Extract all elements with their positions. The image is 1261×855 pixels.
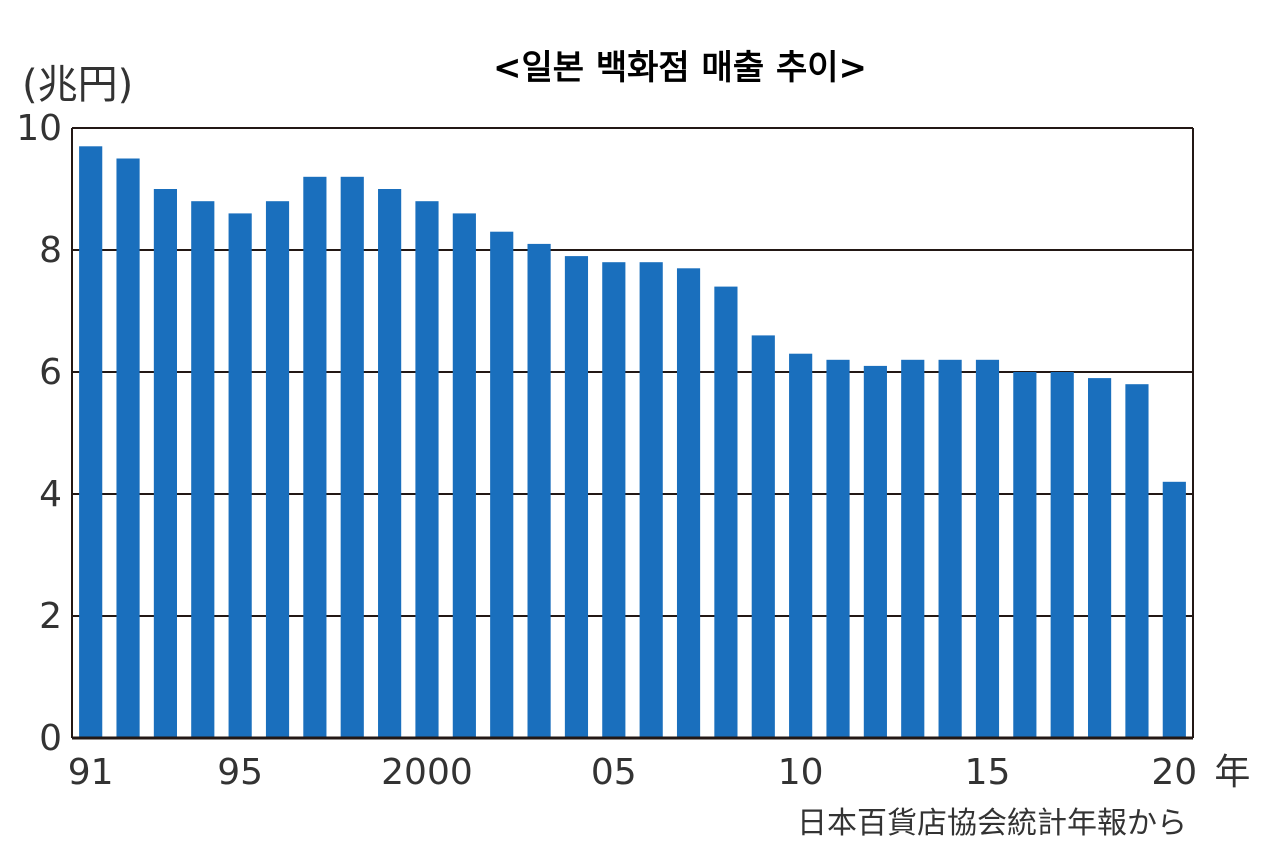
bar-2005 xyxy=(602,262,626,738)
y-tick-label: 8 xyxy=(39,230,62,271)
bar-2000 xyxy=(415,201,439,738)
bar-2003 xyxy=(527,243,551,738)
bar-2019 xyxy=(1125,384,1149,738)
y-tick-label: 4 xyxy=(39,474,62,515)
bar-2020 xyxy=(1162,481,1186,738)
bar-2015 xyxy=(975,359,1000,738)
grid-lines xyxy=(72,127,1193,617)
x-tick-label: 95 xyxy=(217,752,263,793)
bar-1998 xyxy=(340,176,364,739)
chart-title: <일본 백화점 매출 추이> xyxy=(492,48,867,88)
bar-1999 xyxy=(378,189,402,738)
y-tick-label: 6 xyxy=(39,352,62,393)
tick-labels: 0 2 4 6 8 10 91 95 2000 05 10 15 20 年 xyxy=(16,108,1250,793)
y-axis-unit-label: (兆円) xyxy=(22,62,134,108)
bar-1995 xyxy=(228,213,252,738)
y-tick-label: 2 xyxy=(39,596,62,637)
bar-2006 xyxy=(639,262,663,738)
bar-2016 xyxy=(1013,372,1037,738)
bar-2002 xyxy=(490,231,514,738)
bar-2010 xyxy=(789,353,813,738)
x-tick-label: 91 xyxy=(68,752,114,793)
bar-2018 xyxy=(1087,378,1112,738)
bar-2008 xyxy=(714,286,738,738)
bar-1994 xyxy=(191,201,215,738)
y-tick-label: 0 xyxy=(39,718,62,759)
bars xyxy=(79,146,1186,739)
bar-2011 xyxy=(826,359,850,738)
x-tick-label: 10 xyxy=(778,752,824,793)
x-tick-label: 05 xyxy=(591,752,637,793)
bar-2013 xyxy=(901,359,925,738)
bar-2017 xyxy=(1050,372,1074,738)
bar-1991 xyxy=(79,146,103,739)
source-note: 日本百貨店協会統計年報から xyxy=(797,806,1187,841)
bar-2012 xyxy=(863,365,887,738)
bar-1997 xyxy=(303,176,327,739)
bar-2014 xyxy=(938,359,962,738)
bar-2004 xyxy=(564,256,589,738)
bar-1992 xyxy=(116,158,140,738)
x-tick-label: 15 xyxy=(965,752,1011,793)
bar-2007 xyxy=(676,268,701,738)
bar-1993 xyxy=(153,189,178,738)
bar-1996 xyxy=(265,201,290,738)
y-tick-label: 10 xyxy=(16,108,62,149)
bar-2009 xyxy=(751,335,775,738)
x-tick-label: 2000 xyxy=(381,752,473,793)
x-axis-unit-label: 年 xyxy=(1214,752,1250,793)
axes xyxy=(71,128,1194,740)
bar-2001 xyxy=(452,213,476,738)
x-tick-label: 20 xyxy=(1151,752,1197,793)
